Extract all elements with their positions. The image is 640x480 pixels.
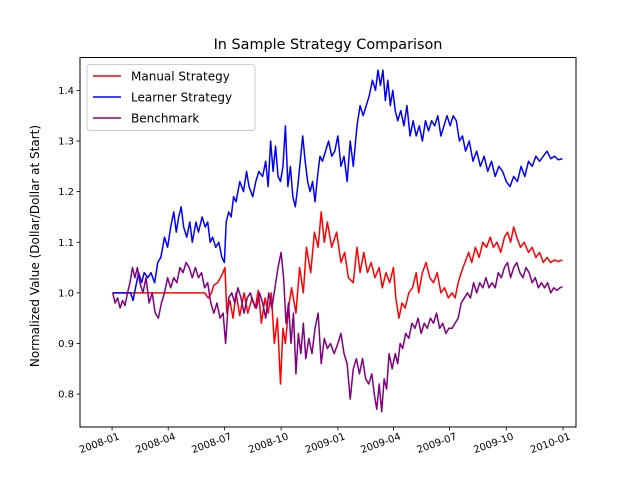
legend: Manual Strategy Learner Strategy Benchmark (86, 64, 256, 131)
y-tick-label: 1.4 (58, 86, 74, 97)
y-tick-label: 1.2 (58, 187, 74, 198)
legend-label: Learner Strategy (131, 91, 232, 105)
y-tick-label: 1.0 (58, 288, 74, 299)
chart-title: In Sample Strategy Comparison (214, 37, 443, 53)
plot-frame (79, 57, 577, 428)
y-tick-label: 0.9 (58, 339, 74, 350)
legend-label: Benchmark (131, 112, 199, 126)
y-tick-label: 1.1 (58, 238, 74, 249)
y-tick-label: 0.8 (58, 390, 74, 401)
y-axis-label: Normalized Value (Dollar/Dollar at Start… (28, 125, 42, 367)
plot-lines (111, 69, 563, 413)
series-line (111, 251, 563, 413)
y-axis: 0.8 0.9 1.0 1.1 1.2 1.3 1.4 (58, 86, 80, 401)
legend-box (86, 64, 256, 131)
series-line (112, 69, 563, 302)
y-tick-label: 1.3 (58, 137, 74, 148)
legend-label: Manual Strategy (131, 70, 230, 84)
series-line (112, 211, 563, 385)
